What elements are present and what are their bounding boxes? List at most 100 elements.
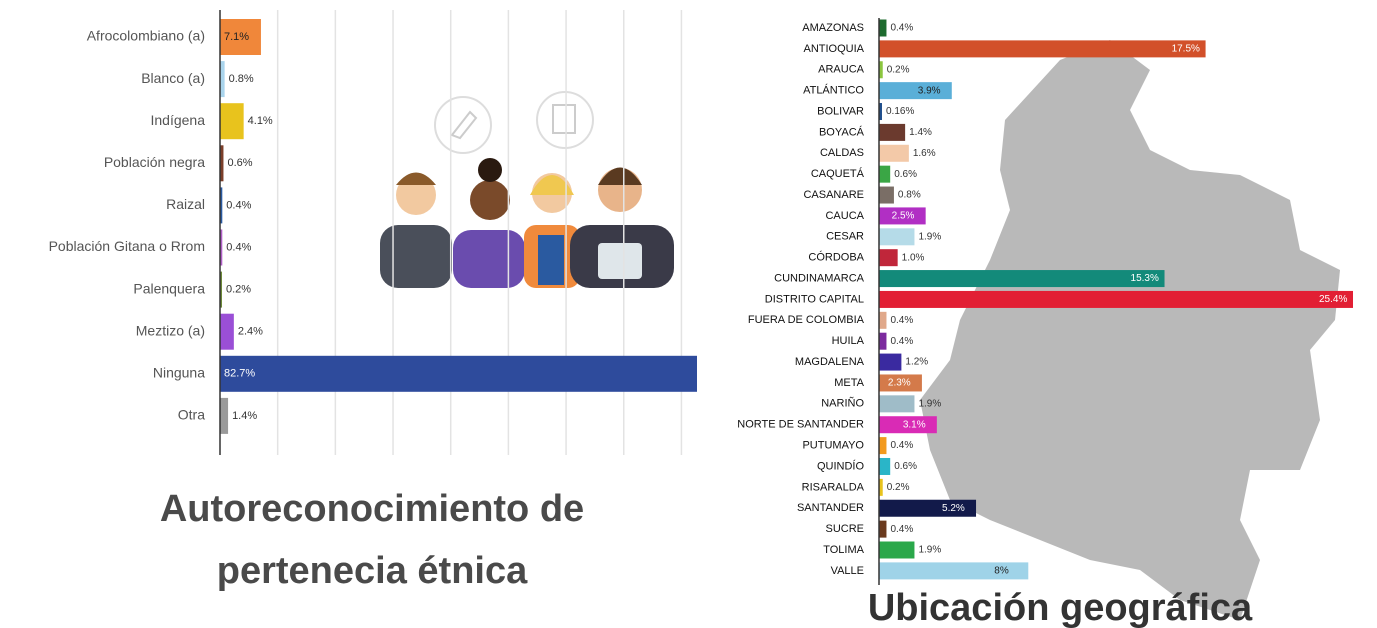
value-label: 1.0%	[902, 252, 925, 263]
category-label: FUERA DE COLOMBIA	[748, 314, 865, 326]
value-label: 1.9%	[918, 231, 941, 242]
value-label: 0.4%	[226, 241, 251, 253]
category-label: Ninguna	[153, 365, 205, 381]
category-label: CAUCA	[825, 210, 864, 222]
category-label: META	[834, 377, 864, 389]
category-label: DISTRITO CAPITAL	[765, 293, 864, 305]
category-label: VALLE	[831, 565, 864, 577]
category-label: Raizal	[166, 196, 205, 212]
value-label: 0.8%	[229, 73, 254, 85]
value-label: 5.2%	[942, 503, 965, 514]
category-label: Palenquera	[133, 280, 205, 296]
chart-title: Autoreconocimiento de pertenecia étnica	[159, 488, 585, 592]
category-label: MAGDALENA	[795, 356, 865, 368]
bar	[879, 186, 894, 204]
category-label: SANTANDER	[797, 502, 864, 514]
bar	[879, 249, 898, 267]
category-label: CUNDINAMARCA	[774, 272, 865, 284]
bar	[220, 397, 229, 434]
value-label: 7.1%	[224, 31, 249, 43]
bar	[879, 19, 887, 37]
value-label: 2.3%	[888, 378, 911, 389]
category-label: Afrocolombiano (a)	[87, 28, 205, 44]
value-label: 0.16%	[886, 106, 914, 117]
value-label: 3.9%	[918, 85, 941, 96]
value-label: 1.2%	[905, 357, 928, 368]
category-label: SUCRE	[825, 523, 864, 535]
bar	[879, 123, 906, 141]
bar	[220, 19, 261, 55]
category-label: BOYACÁ	[819, 125, 865, 138]
bar	[879, 374, 922, 392]
bar	[879, 562, 1029, 580]
category-label: HUILA	[832, 335, 865, 347]
bar	[879, 165, 891, 183]
bar	[220, 145, 224, 182]
value-label: 0.6%	[227, 157, 252, 169]
category-label: RISARALDA	[802, 481, 865, 493]
bar	[879, 395, 915, 413]
bar	[879, 290, 1353, 308]
chart-title: Ubicación geográfica	[867, 587, 1253, 628]
value-label: 0.8%	[898, 190, 921, 201]
bar	[879, 40, 1206, 58]
value-label: 82.7%	[224, 368, 255, 380]
bar	[220, 229, 223, 266]
bar	[879, 311, 887, 329]
bar	[879, 270, 1165, 288]
value-label: 25.4%	[1319, 294, 1347, 305]
value-label: 0.4%	[890, 23, 913, 34]
category-label: CESAR	[826, 231, 864, 243]
value-label: 0.6%	[894, 461, 917, 472]
category-label: BOLIVAR	[817, 105, 864, 117]
bar	[879, 228, 915, 246]
category-label: ARAUCA	[818, 64, 865, 76]
category-label: TOLIMA	[823, 544, 864, 556]
map	[920, 40, 1340, 620]
bar	[220, 355, 697, 392]
bar	[879, 541, 915, 559]
category-label: CALDAS	[820, 147, 864, 159]
bar	[220, 187, 223, 224]
bar	[879, 499, 977, 517]
bar	[879, 207, 926, 225]
value-label: 0.4%	[890, 524, 913, 535]
value-label: 2.5%	[892, 211, 915, 222]
category-label: NORTE DE SANTANDER	[737, 419, 864, 431]
value-label: 3.1%	[903, 419, 926, 430]
category-label: Indígena	[151, 112, 206, 128]
value-label: 2.4%	[238, 326, 263, 338]
value-label: 1.4%	[909, 127, 932, 138]
value-label: 0.2%	[887, 64, 910, 75]
category-label: Otra	[178, 407, 205, 423]
bar	[879, 478, 883, 496]
category-label: Blanco (a)	[141, 70, 205, 86]
category-label: CASANARE	[803, 189, 864, 201]
category-label: NARIÑO	[821, 397, 864, 410]
value-label: 0.6%	[894, 169, 917, 180]
value-label: 17.5%	[1172, 44, 1200, 55]
bar	[220, 103, 244, 140]
bar	[879, 103, 882, 121]
category-label: ANTIOQUIA	[803, 43, 864, 55]
illustration	[380, 91, 674, 288]
value-label: 1.9%	[918, 545, 941, 556]
value-label: 4.1%	[248, 115, 273, 127]
bar	[879, 437, 887, 455]
value-label: 1.4%	[232, 410, 257, 422]
value-label: 8%	[994, 566, 1009, 577]
value-label: 0.2%	[226, 284, 251, 296]
category-label: PUTUMAYO	[802, 440, 864, 452]
category-label: CÓRDOBA	[808, 251, 864, 264]
value-label: 15.3%	[1131, 273, 1159, 284]
category-label: AMAZONAS	[802, 22, 864, 34]
bar	[879, 144, 909, 162]
value-label: 1.9%	[918, 398, 941, 409]
category-label: Meztizo (a)	[136, 322, 205, 338]
bar	[879, 332, 887, 350]
value-label: 0.4%	[890, 315, 913, 326]
value-label: 1.6%	[913, 148, 936, 159]
bar	[879, 520, 887, 538]
value-label: 0.4%	[890, 440, 913, 451]
